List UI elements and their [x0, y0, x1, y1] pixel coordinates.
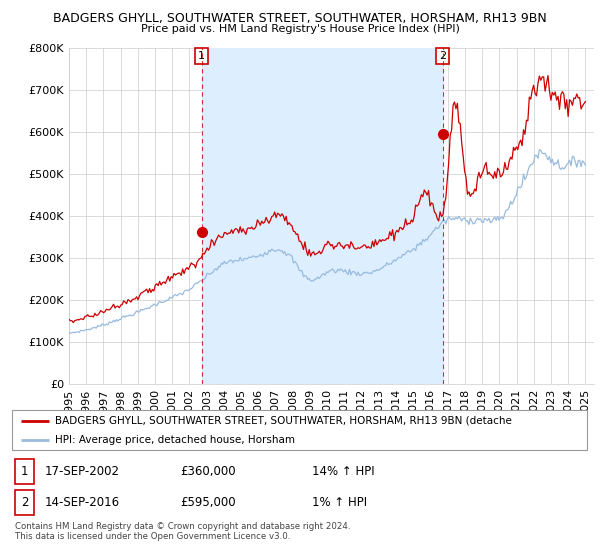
Text: Contains HM Land Registry data © Crown copyright and database right 2024.
This d: Contains HM Land Registry data © Crown c… — [15, 522, 350, 542]
Text: 2: 2 — [439, 51, 446, 61]
Text: 14% ↑ HPI: 14% ↑ HPI — [312, 465, 374, 478]
Text: BADGERS GHYLL, SOUTHWATER STREET, SOUTHWATER, HORSHAM, RH13 9BN (detache: BADGERS GHYLL, SOUTHWATER STREET, SOUTHW… — [55, 416, 512, 426]
Text: 1% ↑ HPI: 1% ↑ HPI — [312, 496, 367, 509]
Text: 1: 1 — [198, 51, 205, 61]
Text: HPI: Average price, detached house, Horsham: HPI: Average price, detached house, Hors… — [55, 435, 295, 445]
Text: 14-SEP-2016: 14-SEP-2016 — [45, 496, 120, 509]
Text: 17-SEP-2002: 17-SEP-2002 — [45, 465, 120, 478]
Text: Price paid vs. HM Land Registry's House Price Index (HPI): Price paid vs. HM Land Registry's House … — [140, 24, 460, 34]
Text: 1: 1 — [21, 465, 28, 478]
FancyBboxPatch shape — [12, 410, 587, 450]
Text: £595,000: £595,000 — [180, 496, 236, 509]
Text: BADGERS GHYLL, SOUTHWATER STREET, SOUTHWATER, HORSHAM, RH13 9BN: BADGERS GHYLL, SOUTHWATER STREET, SOUTHW… — [53, 12, 547, 25]
Text: 2: 2 — [21, 496, 28, 509]
Bar — [202, 48, 443, 384]
Text: £360,000: £360,000 — [180, 465, 236, 478]
